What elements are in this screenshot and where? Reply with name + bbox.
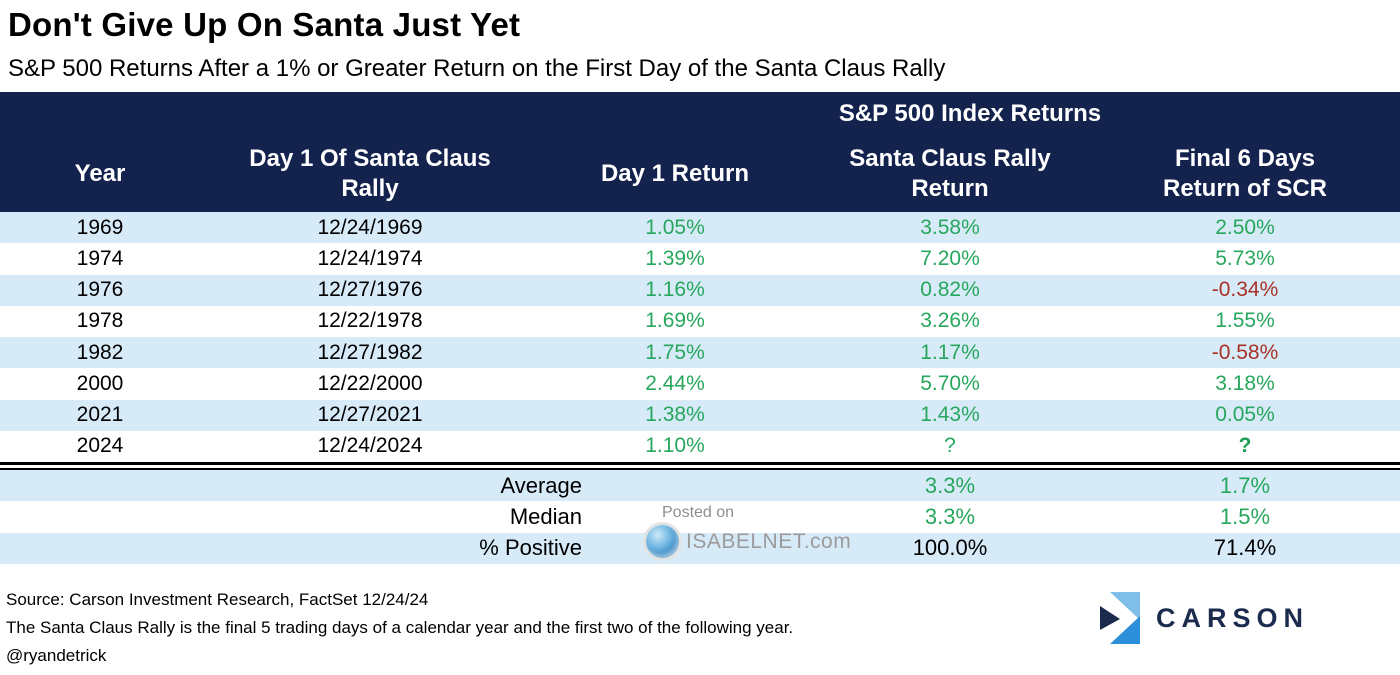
cell-scr-return: 5.70% [920,371,980,395]
summary-scr-value: 3.3% [924,472,976,498]
table-header: S&P 500 Index Returns Year Day 1 Of Sant… [0,92,1400,212]
cell-final6-return: -0.34% [1211,278,1279,302]
footer-notes: Source: Carson Investment Research, Fact… [6,586,793,670]
cell-final6-return: 3.18% [1215,371,1275,395]
summary-scr-value: 100.0% [912,535,988,561]
source-line: Source: Carson Investment Research, Fact… [6,590,429,609]
cell-day1-return: 1.38% [645,403,705,427]
cell-day1-date: 12/24/1969 [317,215,423,239]
carson-logo-text: CARSON [1156,602,1310,633]
summary-final6-value: 1.7% [1219,472,1271,498]
summary-row-median: Median 3.3% 1.5% [0,501,1400,532]
cell-scr-return: 0.82% [920,278,980,302]
col-header-scr-return-label: Santa Claus Rally Return [849,145,1051,202]
col-header-day1-date: Day 1 Of Santa Claus Rally [200,136,540,212]
cell-day1-date: 12/24/2024 [317,434,423,458]
cell-day1-return: 2.44% [645,371,705,395]
carson-logo: CARSON [1096,590,1309,646]
cell-day1-date: 12/27/1976 [317,278,423,302]
cell-day1-date: 12/22/1978 [317,309,423,333]
summary-row-average: Average 3.3% 1.7% [0,470,1400,502]
summary-label: Average [500,472,582,498]
cell-year: 1982 [76,340,124,364]
cell-year: 1976 [76,278,124,302]
isabelnet-watermark: Posted on ISABELNET.com [646,504,851,558]
cell-final6-return: 5.73% [1215,246,1275,270]
col-header-day1-return: Day 1 Return [600,160,750,187]
cell-final6-return: 1.55% [1215,309,1275,333]
cell-final6-return: ? [1238,434,1252,458]
twitter-handle: @ryandetrick [6,646,107,665]
table-row: 1982 12/27/1982 1.75% 1.17% -0.58% [0,337,1400,369]
definition-line: The Santa Claus Rally is the final 5 tra… [6,618,794,637]
col-group-header: S&P 500 Index Returns [838,100,1102,127]
summary-label: % Positive [479,535,582,561]
col-header-scr-return: Santa Claus Rally Return [810,136,1090,212]
table-row: 1969 12/24/1969 1.05% 3.58% 2.50% [0,212,1400,244]
cell-scr-return: 7.20% [920,246,980,270]
cell-year: 2021 [76,403,124,427]
col-header-year: Year [74,160,126,187]
cell-year: 2000 [76,371,124,395]
summary-divider [0,462,1400,470]
summary-final6-value: 1.5% [1219,503,1271,529]
carson-logo-mark-icon [1100,592,1140,644]
table-summary: Average 3.3% 1.7% Median 3.3% 1.5% % Pos… [0,470,1400,564]
cell-year: 1978 [76,309,124,333]
cell-final6-return: 0.05% [1215,403,1275,427]
table-row: 2000 12/22/2000 2.44% 5.70% 3.18% [0,368,1400,399]
cell-day1-return: 1.39% [645,246,705,270]
col-header-final6-return: Final 6 Days Return of SCR [1090,136,1400,212]
cell-year: 1974 [76,246,124,270]
cell-day1-date: 12/27/1982 [317,340,423,364]
cell-day1-return: 1.05% [645,215,705,239]
returns-table: S&P 500 Index Returns Year Day 1 Of Sant… [0,92,1400,564]
col-header-final6-return-label: Final 6 Days Return of SCR [1163,145,1327,202]
isabelnet-globe-icon [646,525,679,558]
cell-day1-date: 12/24/1974 [317,246,423,270]
page-title: Don't Give Up On Santa Just Yet [8,6,521,43]
cell-scr-return: 3.58% [920,215,980,239]
cell-day1-return: 1.16% [645,278,705,302]
cell-year: 2024 [76,434,124,458]
cell-scr-return: 1.43% [920,403,980,427]
cell-day1-return: 1.75% [645,340,705,364]
watermark-site-name: ISABELNET.com [686,529,852,553]
table-row: 2024 12/24/2024 1.10% ? ? [0,431,1400,462]
cell-scr-return: 3.26% [920,309,980,333]
table-row: 1978 12/22/1978 1.69% 3.26% 1.55% [0,306,1400,337]
cell-day1-date: 12/27/2021 [317,403,423,427]
cell-scr-return: 1.17% [920,340,980,364]
table-row: 1976 12/27/1976 1.16% 0.82% -0.34% [0,274,1400,306]
watermark-posted-on: Posted on [662,504,735,521]
summary-scr-value: 3.3% [924,503,976,529]
page-subtitle: S&P 500 Returns After a 1% or Greater Re… [8,55,946,82]
cell-day1-return: 1.10% [645,434,705,458]
summary-label: Median [509,503,582,529]
summary-row-pct-positive: % Positive 100.0% 71.4% [0,532,1400,564]
table-body: 1969 12/24/1969 1.05% 3.58% 2.50% 1974 1… [0,212,1400,462]
cell-final6-return: -0.58% [1211,340,1279,364]
col-header-day1-date-label: Day 1 Of Santa Claus Rally [249,145,491,202]
cell-year: 1969 [76,215,124,239]
summary-final6-value: 71.4% [1213,535,1277,561]
table-row: 1974 12/24/1974 1.39% 7.20% 5.73% [0,243,1400,274]
cell-scr-return: ? [944,434,956,458]
cell-day1-date: 12/22/2000 [317,371,423,395]
cell-day1-return: 1.69% [645,309,705,333]
table-row: 2021 12/27/2021 1.38% 1.43% 0.05% [0,399,1400,431]
cell-final6-return: 2.50% [1215,215,1275,239]
